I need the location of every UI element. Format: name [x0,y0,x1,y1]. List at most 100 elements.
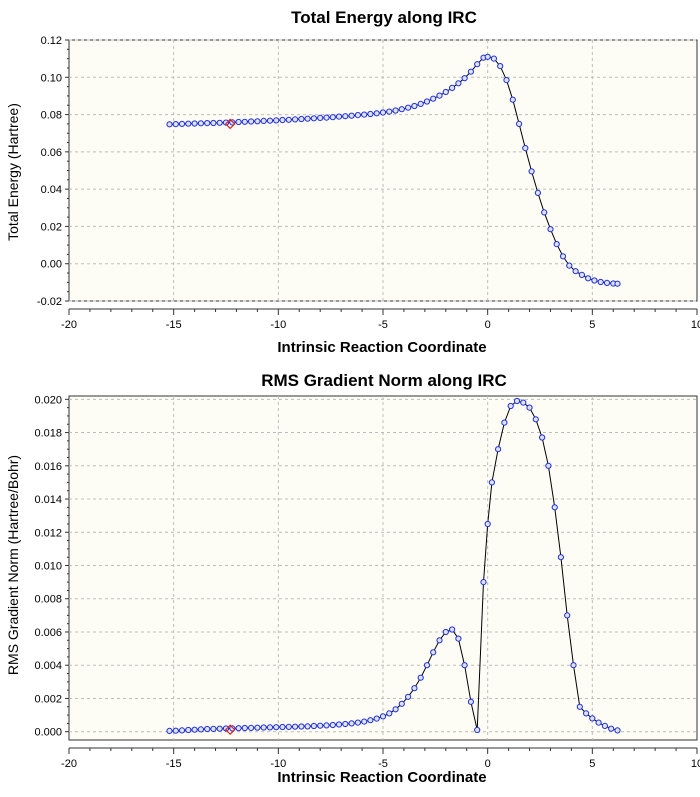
data-point [166,121,173,128]
data-point [254,724,261,731]
data-point [185,120,192,127]
data-point [266,724,274,731]
data-point [310,115,317,122]
current-point-marker [224,118,236,130]
data-point [576,703,583,710]
y-tick-label: 0.02 [41,221,62,233]
data-point [292,723,299,730]
data-point [317,722,324,729]
x-tick-label: -5 [378,758,388,770]
data-point [484,53,491,60]
data-point [235,725,242,732]
data-point [329,114,336,121]
data-point [241,724,248,732]
y-axis-ticks: -0.02 0.00 0.02 0.04 0.06 0.08 0.10 0.12 [37,35,69,308]
data-point [292,116,299,123]
data-point [455,80,462,87]
x-tick-label: -20 [61,758,77,770]
data-point [553,241,560,248]
x-axis-label: Intrinsic Reaction Coordinate [277,769,486,786]
chart-title: RMS Gradient Norm along IRC [261,371,507,390]
data-point [480,579,487,586]
data-point [589,715,596,722]
data-point [449,84,456,92]
data-point [273,724,280,731]
data-point [248,118,255,125]
data-point [379,713,387,720]
y-tick-label: 0.10 [41,72,62,84]
data-point [329,721,336,729]
data-point [392,107,399,114]
data-point [614,280,621,287]
y-tick-label: 0.002 [34,693,62,705]
data-point [442,628,449,636]
data-point [405,693,412,700]
y-tick-label: 0.016 [34,461,62,473]
grid-lines [69,396,697,740]
data-point [323,722,330,729]
data-point [597,278,604,286]
data-point [507,402,514,410]
data-point [348,720,355,727]
data-point [559,253,567,260]
data-point [423,662,431,669]
data-point [361,718,368,725]
data-point [191,726,198,733]
data-point [172,727,179,734]
data-point [495,446,502,453]
x-axis-label: Intrinsic Reaction Coordinate [277,339,486,356]
data-point [467,68,474,75]
data-point [603,279,611,286]
data-point [405,104,412,111]
data-point [197,726,204,733]
data-point [595,719,602,726]
data-point [455,635,462,642]
data-point [526,404,533,411]
data-point [430,95,437,102]
data-point [342,720,349,728]
data-point [197,120,204,127]
data-point [484,520,491,528]
data-point [204,725,211,733]
data-point [260,724,267,731]
x-tick-label: 0 [485,319,491,331]
y-tick-label: 0.008 [34,594,62,606]
data-point [398,106,405,113]
y-tick-label: -0.02 [37,296,62,308]
y-tick-label: 0.000 [34,727,62,739]
x-tick-label: 5 [589,758,595,770]
data-point [172,121,179,128]
x-tick-label: -15 [166,758,182,770]
data-point [539,434,546,441]
data-point [178,727,186,734]
data-point [304,723,311,730]
data-point [379,109,387,116]
y-tick-label: 0.012 [34,527,62,539]
y-tick-label: 0.018 [34,428,62,440]
data-point [229,119,236,126]
data-point [298,723,305,730]
data-point [578,271,586,278]
data-point [354,719,361,726]
data-point [386,108,393,115]
x-tick-label: -10 [270,319,286,331]
plot-area [68,39,698,302]
x-axis-ticks: -20 -15 -10 -5 0 5 10 [61,308,700,331]
data-point [335,113,343,120]
data-point [323,114,330,121]
data-point [273,117,280,124]
y-tick-label: 0.006 [34,627,62,639]
data-point [572,268,579,275]
data-point [235,118,242,126]
data-point [516,120,523,128]
data-point [266,117,274,124]
data-point [442,88,449,96]
data-point [285,723,292,731]
data-point [185,726,192,734]
data-point [342,113,349,120]
data-point [260,117,267,125]
data-point [191,120,198,127]
data-point [216,725,223,732]
